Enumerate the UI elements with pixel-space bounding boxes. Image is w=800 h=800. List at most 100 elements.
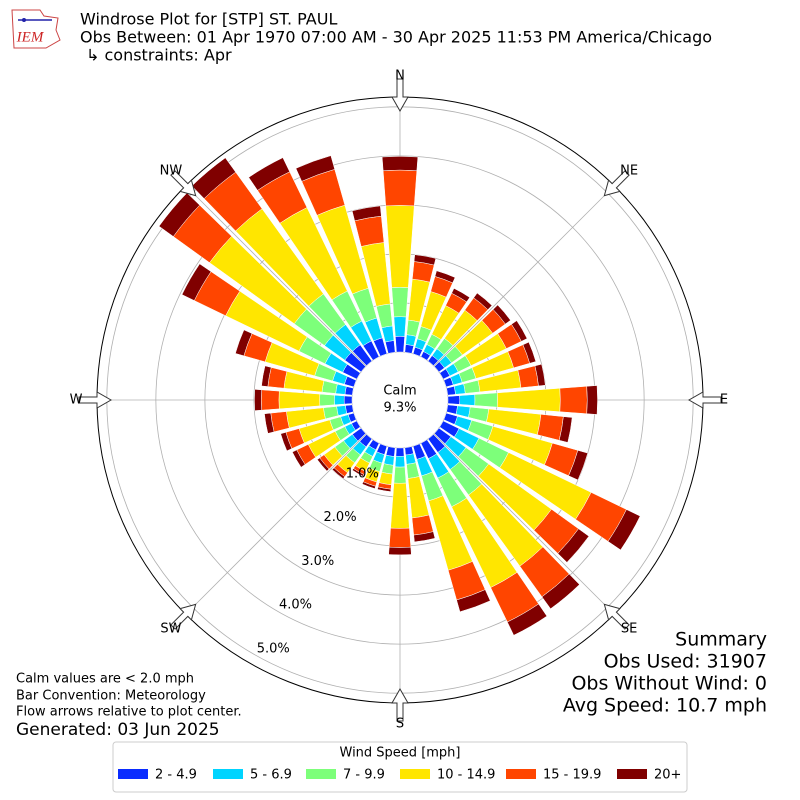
bar-segment: [517, 365, 539, 388]
bar-segment: [388, 527, 412, 548]
bar-segment: [351, 205, 382, 222]
flow-arrow: [78, 391, 113, 409]
bar-segment: [405, 453, 417, 465]
bar-segment: [541, 573, 580, 610]
bar-segment: [394, 455, 406, 468]
bar-segment: [511, 320, 528, 342]
direction-label: S: [396, 717, 404, 732]
flow-arrow-shape: [687, 391, 722, 409]
bar-segment: [557, 528, 590, 563]
bar-segment: [381, 156, 419, 171]
bar-segment: [522, 341, 537, 364]
bar-segment: [388, 546, 412, 556]
bar-segment: [295, 155, 336, 182]
flow-arrow-shape: [391, 78, 409, 113]
summary-line: Obs Used: 31907: [604, 651, 767, 673]
bar-segment: [453, 383, 466, 395]
bar-segment: [413, 531, 436, 543]
direction-label: SE: [621, 622, 637, 637]
bar-segment: [568, 450, 589, 481]
grid-spoke: [433, 185, 615, 367]
bar-segment: [254, 389, 262, 411]
bar-segment: [280, 431, 293, 452]
bar-segment: [473, 292, 493, 311]
y-tick-label: 2.0%: [324, 510, 357, 525]
bar-segment: [316, 457, 330, 472]
bar-segment: [393, 466, 407, 484]
summary-line: Avg Speed: 10.7 mph: [563, 695, 767, 717]
flow-arrow: [170, 170, 197, 197]
bar-segment: [395, 447, 405, 457]
bar-segment: [393, 316, 407, 337]
flow-arrow-shape: [603, 170, 630, 197]
bar-segment: [261, 389, 280, 411]
legend-label: 10 - 14.9: [437, 768, 495, 783]
direction-label: NE: [620, 163, 638, 178]
legend-label: 15 - 19.9: [543, 768, 601, 783]
note: Calm values are < 2.0 mph: [16, 672, 194, 687]
legend-swatch: [400, 769, 430, 779]
bar-segment: [496, 387, 561, 413]
logo-text: IEM: [16, 29, 45, 45]
bar-segment: [390, 482, 410, 529]
bar-segment: [492, 304, 511, 325]
bar-segment: [447, 395, 461, 405]
flow-arrow: [391, 78, 409, 113]
calm-circle: [353, 353, 447, 447]
bar-segment: [463, 379, 481, 394]
bar-segment: [191, 157, 237, 199]
bar-segment: [459, 394, 476, 406]
legend-swatch: [506, 769, 536, 779]
bar-segment: [336, 405, 348, 416]
bar-segment: [434, 270, 456, 284]
bar-segment: [451, 288, 471, 303]
bar-segment: [321, 380, 338, 394]
logo-dot: [22, 18, 26, 22]
bar-segment: [323, 406, 339, 420]
bar-segment: [331, 467, 346, 480]
bar-segment: [261, 365, 272, 387]
flow-arrow: [603, 603, 630, 630]
bar-segment: [343, 395, 353, 405]
bar-segment: [382, 169, 418, 207]
legend-box: [112, 741, 688, 793]
y-tick-label: 3.0%: [301, 554, 334, 569]
grid-spoke: [433, 433, 615, 615]
legend-label: 2 - 4.9: [155, 768, 197, 783]
bar-segment: [506, 603, 548, 636]
bar-segment: [381, 325, 395, 343]
legend-swatch: [213, 769, 243, 779]
note: Bar Convention: Meteorology: [16, 689, 206, 704]
bar-segment: [235, 329, 253, 357]
flow-arrow-shape: [603, 603, 630, 630]
bar-segment: [413, 254, 437, 266]
flow-arrow: [603, 170, 630, 197]
y-tick-label: 5.0%: [257, 641, 290, 656]
bar-segment: [559, 386, 588, 414]
bar-segment: [411, 514, 434, 536]
flow-arrow-shape: [391, 687, 409, 722]
calm-label: Calm: [383, 384, 416, 399]
legend-swatch: [617, 769, 647, 779]
bar-segment: [248, 157, 291, 191]
bar-segment: [607, 509, 641, 551]
bar-segment: [361, 481, 376, 489]
y-tick-label: 4.0%: [279, 598, 312, 613]
bar-segment: [319, 393, 335, 407]
legend-label: 20+: [654, 768, 681, 783]
chart-subtitle: Obs Between: 01 Apr 1970 07:00 AM - 30 A…: [80, 28, 712, 47]
direction-label: W: [70, 393, 83, 408]
flow-arrow-shape: [170, 603, 197, 630]
summary-line: Obs Without Wind: 0: [571, 673, 767, 695]
bar-segment: [558, 416, 573, 443]
bar-segment: [335, 383, 347, 395]
bar-segment: [474, 392, 498, 408]
bar-segment: [385, 446, 396, 457]
bar-segment: [291, 449, 306, 468]
bar-segment: [586, 385, 598, 415]
flow-arrow: [391, 687, 409, 722]
note: Flow arrows relative to plot center.: [16, 705, 242, 720]
bar-segment: [385, 340, 396, 354]
bar-segment: [354, 215, 385, 247]
